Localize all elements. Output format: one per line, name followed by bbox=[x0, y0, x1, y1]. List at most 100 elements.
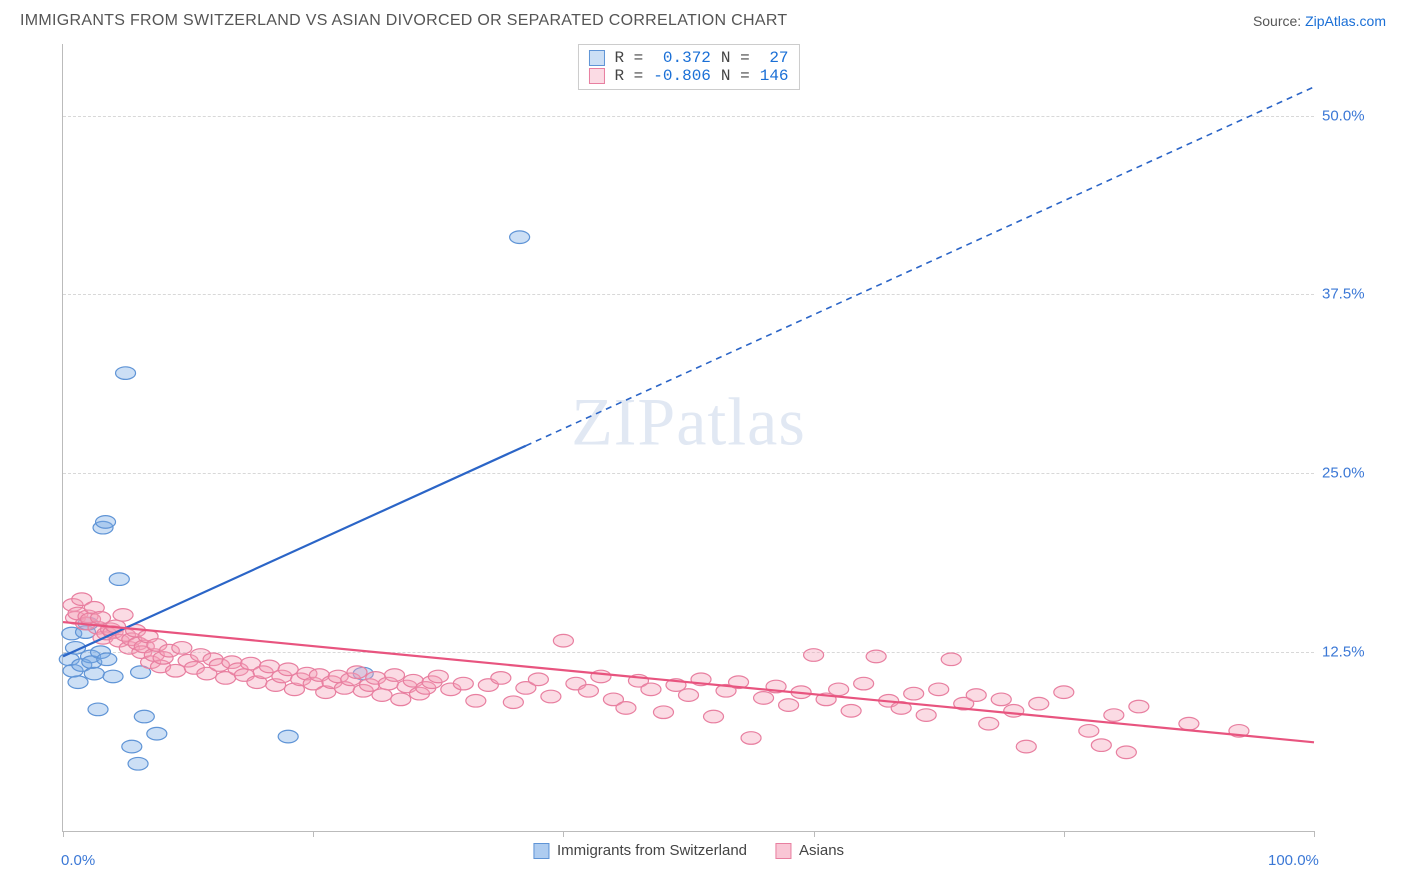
scatter-point bbox=[741, 732, 761, 745]
scatter-point bbox=[372, 689, 392, 702]
legend-n-label-0: N = bbox=[721, 49, 750, 67]
scatter-point bbox=[1179, 717, 1199, 730]
title-bar: IMMIGRANTS FROM SWITZERLAND VS ASIAN DIV… bbox=[0, 0, 1406, 38]
legend-r-value-1: -0.806 bbox=[653, 67, 711, 85]
x-tick bbox=[313, 831, 314, 837]
scatter-point bbox=[641, 683, 661, 696]
scatter-point bbox=[428, 670, 448, 683]
scatter-point bbox=[84, 667, 104, 680]
source-link[interactable]: ZipAtlas.com bbox=[1305, 13, 1386, 29]
scatter-point bbox=[510, 231, 530, 244]
scatter-point bbox=[866, 650, 886, 663]
scatter-point bbox=[134, 710, 154, 723]
x-tick-label: 100.0% bbox=[1268, 852, 1319, 869]
y-tick-label: 12.5% bbox=[1322, 644, 1386, 661]
y-tick-label: 25.0% bbox=[1322, 465, 1386, 482]
legend-swatch-1 bbox=[588, 68, 604, 84]
chart-title: IMMIGRANTS FROM SWITZERLAND VS ASIAN DIV… bbox=[20, 12, 787, 30]
scatter-point bbox=[941, 653, 961, 666]
correlation-legend: R = 0.372 N = 27 R = -0.806 N = 146 bbox=[577, 44, 799, 90]
series-legend-item-1: Asians bbox=[775, 842, 844, 859]
legend-swatch-0 bbox=[588, 50, 604, 66]
scatter-point bbox=[391, 693, 411, 706]
scatter-point bbox=[904, 687, 924, 700]
chart-source: Source: ZipAtlas.com bbox=[1253, 13, 1386, 29]
legend-n-value-1: 146 bbox=[760, 67, 789, 85]
scatter-point bbox=[966, 689, 986, 702]
scatter-point bbox=[804, 649, 824, 662]
scatter-point bbox=[991, 693, 1011, 706]
scatter-point bbox=[122, 740, 142, 753]
scatter-point bbox=[1029, 697, 1049, 710]
series-label-0: Immigrants from Switzerland bbox=[557, 842, 747, 859]
legend-row-0: R = 0.372 N = 27 bbox=[588, 49, 788, 67]
y-tick-label: 50.0% bbox=[1322, 107, 1386, 124]
x-tick bbox=[63, 831, 64, 837]
scatter-point bbox=[103, 670, 123, 683]
scatter-point bbox=[979, 717, 999, 730]
scatter-point bbox=[916, 709, 936, 722]
scatter-point bbox=[528, 673, 548, 686]
scatter-point bbox=[553, 634, 573, 647]
scatter-point bbox=[503, 696, 523, 709]
scatter-point bbox=[1091, 739, 1111, 752]
legend-row-1: R = -0.806 N = 146 bbox=[588, 67, 788, 85]
scatter-point bbox=[616, 702, 636, 715]
scatter-point bbox=[829, 683, 849, 696]
legend-n-value-0: 27 bbox=[760, 49, 789, 67]
scatter-point bbox=[172, 642, 192, 655]
scatter-point bbox=[128, 757, 148, 770]
scatter-point bbox=[278, 730, 298, 743]
scatter-point bbox=[1116, 746, 1136, 759]
series-label-1: Asians bbox=[799, 842, 844, 859]
scatter-point bbox=[1054, 686, 1074, 699]
x-tick bbox=[1064, 831, 1065, 837]
y-tick-label: 37.5% bbox=[1322, 286, 1386, 303]
legend-r-label-0: R = bbox=[614, 49, 643, 67]
scatter-point bbox=[453, 677, 473, 690]
legend-n-label-1: N = bbox=[721, 67, 750, 85]
series-legend: Immigrants from Switzerland Asians bbox=[533, 842, 844, 859]
scatter-point bbox=[347, 666, 367, 679]
scatter-point bbox=[578, 684, 598, 697]
legend-r-label-1: R = bbox=[614, 67, 643, 85]
scatter-point bbox=[541, 690, 561, 703]
x-tick bbox=[563, 831, 564, 837]
scatter-point bbox=[929, 683, 949, 696]
scatter-point bbox=[147, 727, 167, 740]
scatter-point bbox=[68, 676, 88, 689]
scatter-point bbox=[113, 609, 133, 622]
x-tick bbox=[814, 831, 815, 837]
x-tick-label: 0.0% bbox=[61, 852, 95, 869]
scatter-point bbox=[1016, 740, 1036, 753]
plot-svg bbox=[63, 44, 1314, 831]
regression-line-dashed bbox=[526, 87, 1314, 446]
plot-region: ZIPatlas R = 0.372 N = 27 R = -0.806 N =… bbox=[62, 44, 1314, 832]
scatter-point bbox=[854, 677, 874, 690]
scatter-point bbox=[678, 689, 698, 702]
legend-r-value-0: 0.372 bbox=[653, 49, 711, 67]
scatter-point bbox=[1129, 700, 1149, 713]
scatter-point bbox=[653, 706, 673, 719]
scatter-point bbox=[116, 367, 136, 380]
series-swatch-0 bbox=[533, 843, 549, 859]
series-swatch-1 bbox=[775, 843, 791, 859]
scatter-point bbox=[97, 653, 117, 666]
scatter-point bbox=[466, 694, 486, 707]
scatter-point bbox=[704, 710, 724, 723]
source-label: Source: bbox=[1253, 13, 1301, 29]
scatter-point bbox=[88, 703, 108, 716]
regression-line-solid bbox=[63, 446, 526, 657]
scatter-point bbox=[491, 672, 511, 685]
series-legend-item-0: Immigrants from Switzerland bbox=[533, 842, 747, 859]
scatter-point bbox=[841, 705, 861, 718]
scatter-point bbox=[96, 516, 116, 529]
chart-area: Divorced or Separated ZIPatlas R = 0.372… bbox=[20, 44, 1394, 876]
x-tick bbox=[1314, 831, 1315, 837]
scatter-point bbox=[779, 699, 799, 712]
scatter-point bbox=[1079, 725, 1099, 738]
scatter-point bbox=[385, 669, 405, 682]
scatter-point bbox=[109, 573, 129, 586]
scatter-point bbox=[1104, 709, 1124, 722]
scatter-point bbox=[754, 692, 774, 705]
